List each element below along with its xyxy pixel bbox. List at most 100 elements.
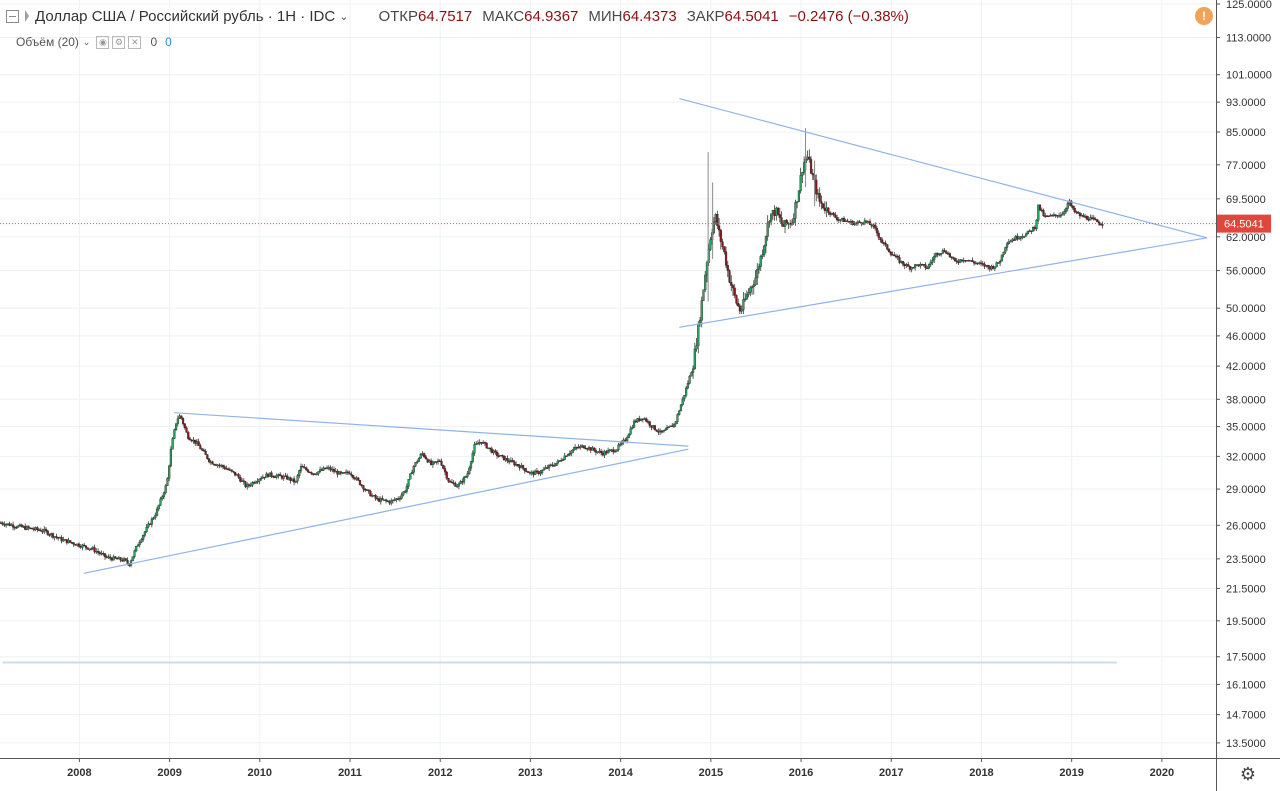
candle-body	[57, 537, 60, 539]
y-tick-label: 85.0000	[1226, 127, 1266, 139]
candle-body	[903, 264, 906, 267]
candle-body	[874, 224, 877, 229]
candle-body	[1021, 236, 1024, 238]
chevron-down-icon[interactable]: ⌄	[82, 36, 91, 47]
candle-body	[384, 499, 388, 501]
x-tick-label: 2015	[699, 767, 723, 779]
candle-body	[665, 427, 669, 430]
candle-body	[535, 470, 539, 473]
candle-body	[724, 251, 728, 266]
candle-body	[112, 556, 115, 561]
candle-body	[693, 348, 696, 370]
settings-icon[interactable]: ⚙	[112, 35, 126, 49]
candles	[0, 128, 1104, 568]
chevron-down-icon[interactable]: ⌄	[339, 10, 349, 23]
candle-body	[971, 260, 974, 262]
symbol-title[interactable]: Доллар США / Российский рубль · 1Н · IDC	[35, 7, 336, 25]
candle-body	[199, 445, 202, 450]
candle-body	[652, 425, 655, 428]
candle-body	[1101, 224, 1104, 226]
candle-body	[348, 472, 351, 475]
candle-body	[251, 482, 254, 486]
candle-body	[291, 478, 294, 481]
candle-body	[31, 527, 34, 530]
candle-body	[1038, 204, 1042, 211]
candle-body	[1090, 217, 1094, 219]
trendlines[interactable]	[83, 98, 1208, 574]
candle-body	[235, 474, 238, 476]
candle-body	[1023, 236, 1026, 238]
candle-body	[20, 524, 23, 528]
candle-body	[979, 262, 983, 264]
candle-body	[187, 432, 190, 439]
candle-body	[430, 460, 433, 465]
candle-body	[440, 461, 443, 466]
candle-body	[242, 480, 245, 483]
volume-label[interactable]: Объём (20)	[16, 35, 79, 49]
candle-body	[717, 225, 721, 231]
candle-body	[797, 190, 800, 202]
y-tick-label: 14.7000	[1226, 710, 1266, 722]
candle-body	[65, 539, 68, 544]
y-tick-label: 50.0000	[1226, 303, 1266, 315]
warning-icon[interactable]: !	[1195, 7, 1213, 25]
candle-body	[763, 245, 766, 255]
trendline	[679, 237, 1208, 328]
candle-body	[915, 264, 918, 266]
candle-body	[1045, 215, 1049, 217]
candle-body	[556, 460, 559, 464]
candle-body	[327, 467, 330, 469]
candle-body	[315, 473, 318, 476]
candle-body	[867, 221, 870, 223]
candle-body	[875, 228, 879, 234]
candle-body	[308, 471, 311, 474]
candle-body	[645, 418, 648, 422]
candle-body	[459, 481, 462, 485]
candle-body	[88, 548, 91, 551]
candle-body	[114, 556, 117, 559]
candle-body	[544, 467, 547, 470]
candle-body	[1025, 233, 1028, 237]
candle-body	[577, 447, 580, 449]
candle-body	[91, 547, 94, 550]
candle-body	[211, 461, 214, 465]
candle-body	[898, 257, 901, 263]
candle-body	[957, 261, 960, 264]
candle-body	[457, 483, 460, 487]
gear-icon[interactable]: ⚙	[1239, 764, 1257, 784]
candle-body	[438, 460, 441, 463]
candle-body	[967, 260, 971, 262]
candle-body	[105, 556, 108, 558]
candle-body	[959, 259, 962, 263]
candle-body	[617, 444, 620, 450]
candle-body	[1051, 215, 1054, 217]
candle-body	[402, 491, 405, 496]
candle-body	[480, 441, 483, 444]
candle-body	[11, 524, 15, 528]
candle-body	[1058, 215, 1061, 217]
candle-body	[362, 485, 365, 490]
candle-body	[377, 498, 381, 502]
candle-body	[879, 237, 882, 241]
candle-body	[461, 481, 464, 483]
close-icon[interactable]: ✕	[128, 35, 142, 49]
candle-body	[1019, 236, 1023, 239]
candle-body	[268, 472, 271, 477]
collapse-icon[interactable]	[6, 9, 19, 23]
candle-body	[18, 524, 22, 527]
candle-body	[809, 159, 813, 174]
price-tag-background	[1217, 214, 1271, 233]
candle-body	[303, 467, 306, 469]
candle-body	[691, 368, 695, 373]
candle-body	[214, 464, 218, 466]
candle-body	[60, 537, 63, 542]
candle-body	[603, 451, 606, 456]
candle-body	[981, 263, 984, 265]
candle-body	[773, 210, 776, 216]
eye-icon[interactable]: ◉	[96, 35, 110, 49]
candle-body	[292, 478, 296, 483]
candle-body	[745, 294, 748, 300]
candle-body	[410, 472, 414, 474]
candle-body	[379, 498, 382, 502]
